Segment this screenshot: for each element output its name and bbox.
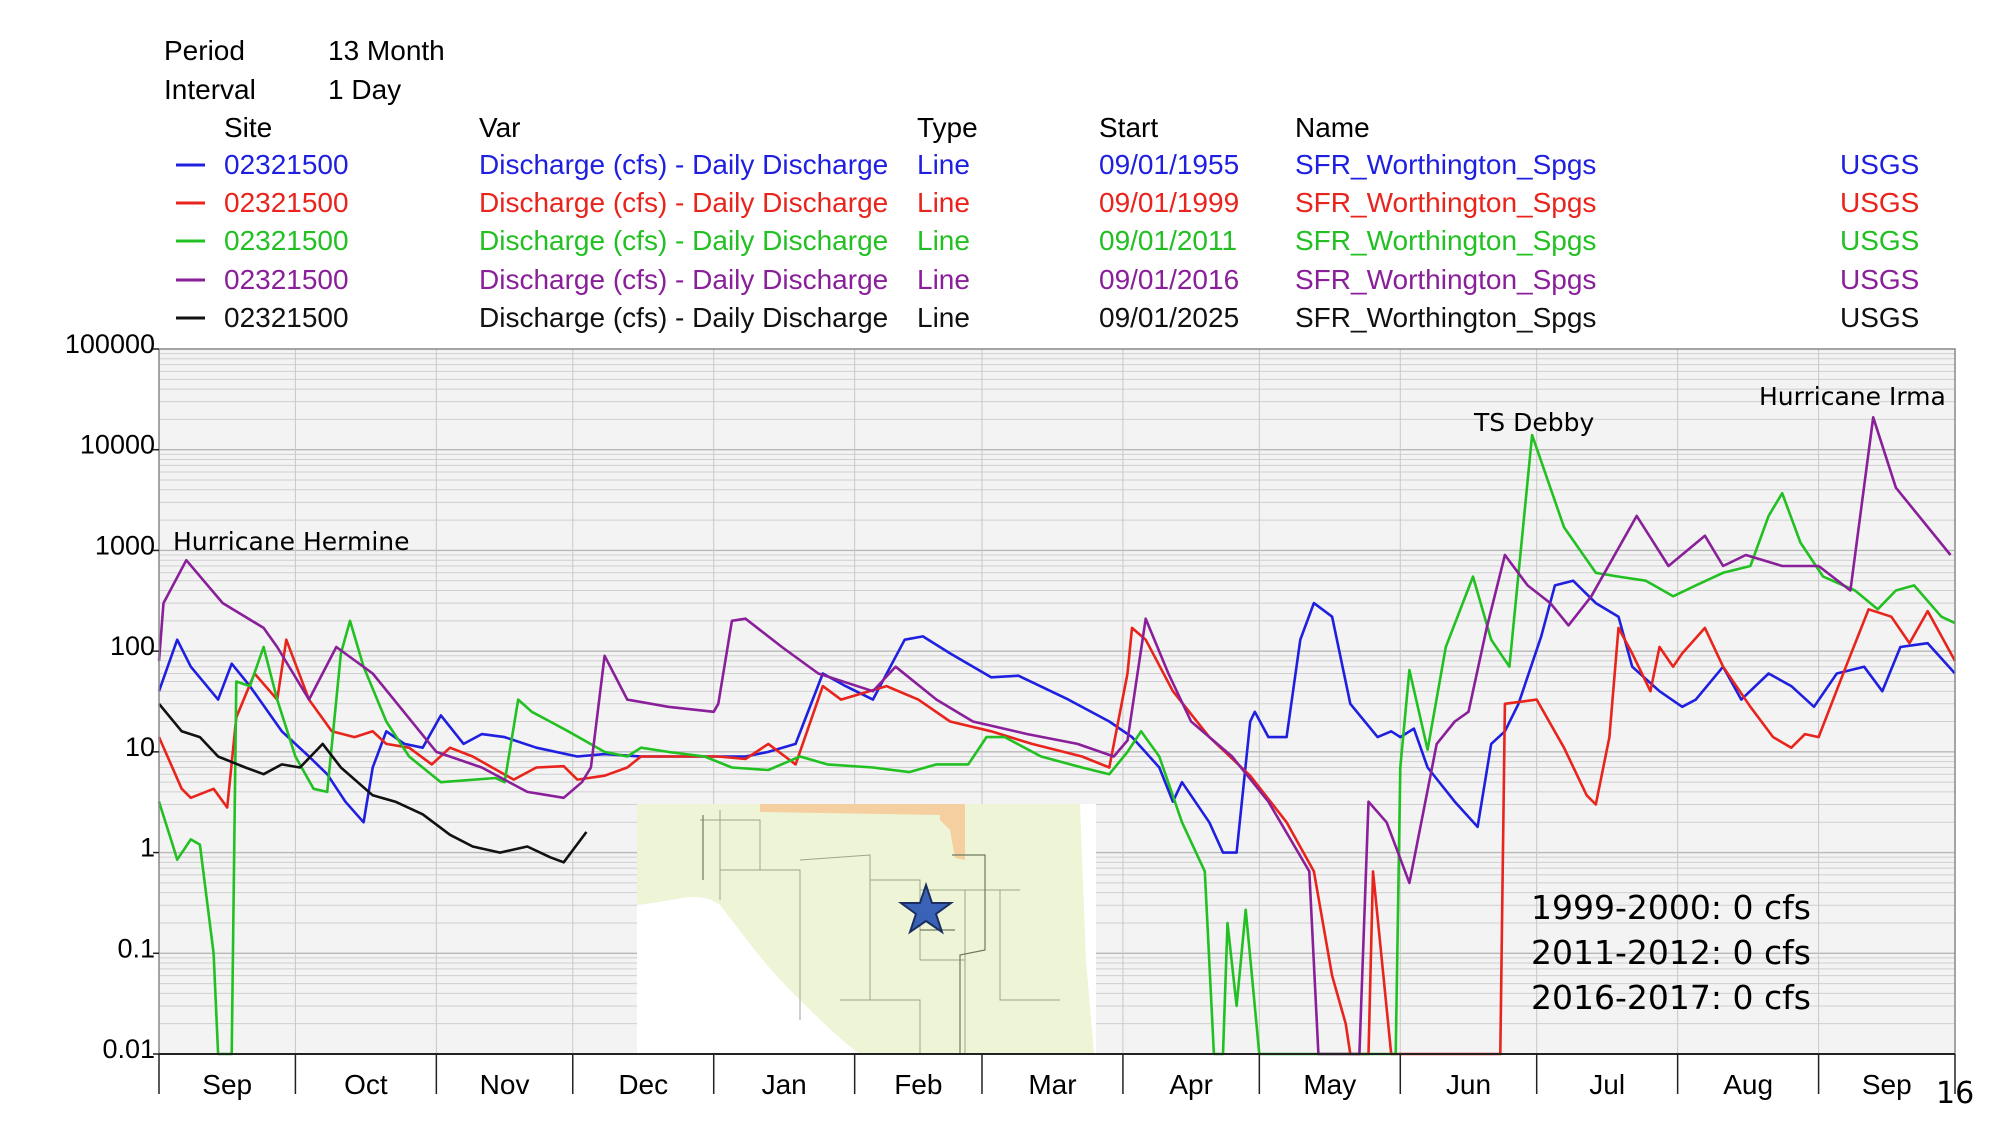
y-tick-label: 0.01: [102, 1034, 155, 1064]
legend-line-swatch: [176, 239, 205, 243]
series-line-2016: [157, 416, 1952, 1056]
legend-line-swatch: [176, 201, 205, 205]
legend-type: Line: [917, 263, 970, 295]
series-line-2025: [157, 702, 588, 864]
legend-header-start: Start: [1099, 112, 1159, 143]
x-tick-label: Dec: [618, 1069, 668, 1100]
y-tick-label: 10: [125, 732, 155, 762]
legend-start: 09/01/2025: [1099, 301, 1240, 333]
legend-name: SFR_Worthington_Spgs: [1295, 225, 1597, 257]
x-tick-label: Feb: [894, 1069, 942, 1100]
x-tick-label: Sep: [202, 1069, 252, 1100]
x-tick-label: Oct: [344, 1069, 388, 1100]
legend-site: 02321500: [224, 149, 349, 180]
annotation-hurricane-irma: Hurricane Irma: [1759, 382, 1946, 411]
x-tick-label: Jan: [762, 1069, 807, 1100]
legend-name: SFR_Worthington_Spgs: [1295, 301, 1597, 333]
legend-agency: USGS: [1840, 187, 1920, 219]
legend-agency: USGS: [1840, 301, 1920, 333]
legend-site: 02321500: [224, 301, 349, 333]
series-line-1999: [157, 608, 1957, 1056]
y-tick-label: 1000: [95, 530, 155, 560]
slide-number: 16: [1936, 1076, 1974, 1111]
annotation-ts-debby: TS Debby: [1473, 408, 1594, 437]
x-tick-label: Apr: [1169, 1069, 1213, 1100]
series-line-2011: [157, 433, 1956, 1056]
legend-start: 09/01/1955: [1099, 149, 1240, 180]
x-tick-label: Sep: [1862, 1069, 1912, 1100]
y-tick-label: 100: [110, 631, 155, 661]
x-tick-label: Aug: [1723, 1069, 1773, 1100]
y-tick-label: 100000: [65, 329, 155, 359]
period-value: 13 Month: [328, 35, 445, 66]
x-tick-label: Nov: [480, 1069, 530, 1100]
legend-site: 02321500: [224, 263, 349, 295]
y-axis: 0.01 0.1 1 10 100 1000 10000 100000: [65, 329, 159, 1064]
x-tick-label: May: [1303, 1069, 1356, 1100]
legend-site: 02321500: [224, 225, 349, 257]
legend-var: Discharge (cfs) - Daily Discharge: [479, 149, 889, 180]
legend-agency: USGS: [1840, 149, 1920, 180]
legend-header-type: Type: [917, 112, 978, 143]
legend-agency: USGS: [1840, 225, 1920, 257]
period-label: Period: [164, 35, 245, 66]
inset-map: [637, 804, 1096, 1054]
legend-name: SFR_Worthington_Spgs: [1295, 149, 1597, 180]
legend-var: Discharge (cfs) - Daily Discharge: [479, 301, 889, 333]
legend-agency: USGS: [1840, 263, 1920, 295]
legend-type: Line: [917, 149, 970, 180]
y-tick-label: 10000: [80, 430, 155, 460]
legend-var: Discharge (cfs) - Daily Discharge: [479, 225, 889, 257]
legend-site: 02321500: [224, 187, 349, 219]
legend-line-swatch: [176, 163, 205, 167]
zero-note-2016: 2016-2017: 0 cfs: [1531, 978, 1811, 1017]
y-tick-label: 0.1: [117, 933, 155, 963]
legend-header-var: Var: [479, 112, 521, 143]
legend-start: 09/01/2011: [1099, 225, 1238, 257]
legend-type: Line: [917, 301, 970, 333]
y-tick-label: 1: [140, 833, 155, 863]
zero-note-2011: 2011-2012: 0 cfs: [1531, 933, 1811, 972]
legend-type: Line: [917, 187, 970, 219]
legend-line-swatch: [176, 278, 205, 282]
series-lines: [157, 416, 1957, 1056]
legend-type: Line: [917, 225, 970, 257]
legend-header-site: Site: [224, 112, 273, 143]
legend-name: SFR_Worthington_Spgs: [1295, 263, 1597, 295]
legend-var: Discharge (cfs) - Daily Discharge: [479, 263, 889, 295]
annotation-hurricane-hermine: Hurricane Hermine: [173, 527, 410, 556]
interval-value: 1 Day: [328, 74, 402, 105]
x-tick-label: Jul: [1589, 1069, 1625, 1100]
x-tick-label: Mar: [1028, 1069, 1076, 1100]
x-tick-label: Jun: [1446, 1069, 1491, 1100]
zero-note-1999: 1999-2000: 0 cfs: [1531, 888, 1811, 927]
legend-start: 09/01/1999: [1099, 187, 1240, 219]
legend-start: 09/01/2016: [1099, 263, 1240, 295]
star-icon: [897, 881, 955, 935]
legend-var: Discharge (cfs) - Daily Discharge: [479, 187, 889, 219]
legend-name: SFR_Worthington_Spgs: [1295, 187, 1597, 219]
legend-line-swatch: [176, 316, 205, 320]
legend-header-name: Name: [1295, 112, 1370, 143]
x-axis: Sep Oct Nov Dec Jan Feb Mar Apr May Jun Jul Aug Sep: [158, 1054, 1956, 1100]
interval-label: Interval: [164, 74, 256, 105]
